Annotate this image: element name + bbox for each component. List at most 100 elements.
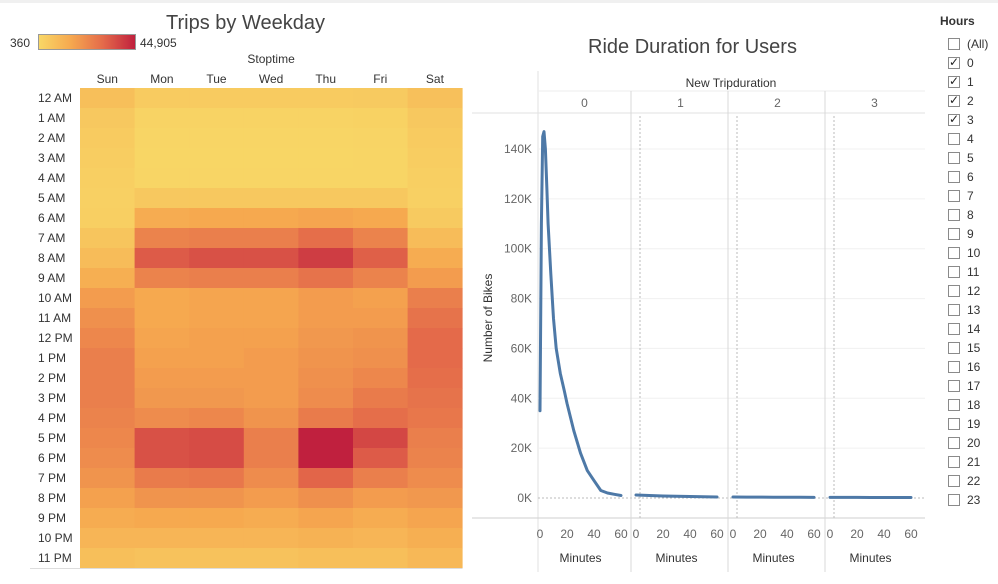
hour-label: 5 AM (38, 191, 65, 205)
checkbox[interactable] (948, 37, 960, 50)
hour-label: 10 AM (38, 291, 72, 305)
checkbox[interactable] (948, 322, 960, 335)
checkbox[interactable] (948, 55, 960, 69)
heatmap-cell (353, 248, 408, 269)
color-legend-bar (38, 34, 136, 50)
hour-label: 10 PM (38, 531, 73, 545)
heatmap-cell (298, 488, 354, 509)
checkbox[interactable] (948, 208, 960, 221)
checkbox[interactable] (948, 265, 960, 278)
hours-option-all[interactable]: (All) (940, 34, 998, 53)
checkbox[interactable] (948, 493, 960, 506)
checkbox[interactable] (948, 455, 960, 468)
heatmap-cell (353, 288, 408, 309)
heatmap-cell (243, 208, 299, 229)
hours-option-label: 13 (967, 302, 981, 317)
hours-option-0[interactable]: 0 (940, 53, 998, 72)
checkbox[interactable] (948, 151, 960, 164)
heatmap-cell (353, 308, 408, 329)
hours-option-12[interactable]: 12 (940, 281, 998, 300)
checkbox[interactable] (948, 170, 960, 183)
heatmap-cell (407, 88, 463, 109)
heatmap-cell (298, 548, 354, 569)
checkbox[interactable] (948, 474, 960, 487)
heatmap-cell (407, 528, 463, 549)
hours-option-20[interactable]: 20 (940, 433, 998, 452)
hours-option-18[interactable]: 18 (940, 395, 998, 414)
checkbox[interactable] (948, 360, 960, 373)
heatmap-cell (134, 428, 190, 449)
hours-option-7[interactable]: 7 (940, 186, 998, 205)
heatmap-cell (134, 248, 190, 269)
hours-option-22[interactable]: 22 (940, 471, 998, 490)
checkbox[interactable] (948, 93, 960, 107)
heatmap-cell (134, 548, 190, 569)
checkbox[interactable] (948, 227, 960, 240)
heatmap-cell (189, 508, 245, 529)
panel-header: 1 (677, 96, 684, 110)
heatmap-cell (243, 268, 299, 289)
heatmap-cell (80, 88, 135, 109)
heatmap-cell (353, 148, 408, 169)
hours-option-label: 22 (967, 473, 981, 488)
heatmap-cell (298, 508, 354, 529)
heatmap-cell (407, 248, 463, 269)
heatmap-cell (407, 228, 463, 249)
hours-option-5[interactable]: 5 (940, 148, 998, 167)
checkbox[interactable] (948, 112, 960, 126)
hours-option-10[interactable]: 10 (940, 243, 998, 262)
checkbox[interactable] (948, 341, 960, 354)
hours-option-19[interactable]: 19 (940, 414, 998, 433)
heatmap-cell (353, 228, 408, 249)
hours-option-8[interactable]: 8 (940, 205, 998, 224)
hours-option-6[interactable]: 6 (940, 167, 998, 186)
hours-option-13[interactable]: 13 (940, 300, 998, 319)
heatmap-cell (243, 348, 299, 369)
x-tick-label: 0 (633, 527, 640, 541)
checkbox[interactable] (948, 379, 960, 392)
panel-header: 3 (871, 96, 878, 110)
heatmap-cell (134, 468, 190, 489)
heatmap-cell (298, 368, 354, 389)
heatmap-cell (243, 488, 299, 509)
heatmap-cell (80, 408, 135, 429)
checkbox[interactable] (948, 436, 960, 449)
heatmap-cell (243, 288, 299, 309)
heatmap-cell (134, 368, 190, 389)
checkbox[interactable] (948, 132, 960, 145)
heatmap-cell (353, 328, 408, 349)
hours-option-23[interactable]: 23 (940, 490, 998, 509)
hours-option-11[interactable]: 11 (940, 262, 998, 281)
checkbox[interactable] (948, 246, 960, 259)
heatmap-cell (189, 328, 245, 349)
hours-option-2[interactable]: 2 (940, 91, 998, 110)
hours-option-16[interactable]: 16 (940, 357, 998, 376)
hours-option-9[interactable]: 9 (940, 224, 998, 243)
checkbox[interactable] (948, 284, 960, 297)
heatmap-cell (407, 388, 463, 409)
y-tick-label: 100K (504, 242, 532, 256)
hours-option-1[interactable]: 1 (940, 72, 998, 91)
heatmap-cell (407, 448, 463, 469)
hours-option-label: 14 (967, 321, 981, 336)
panel-header: 0 (581, 96, 588, 110)
hours-option-15[interactable]: 15 (940, 338, 998, 357)
heatmap-cell (134, 488, 190, 509)
checkbox[interactable] (948, 398, 960, 411)
checkbox[interactable] (948, 189, 960, 202)
hours-option-17[interactable]: 17 (940, 376, 998, 395)
x-tick-label: 40 (780, 527, 794, 541)
heatmap-cell (134, 288, 190, 309)
checkbox[interactable] (948, 303, 960, 316)
heatmap-cell (134, 108, 190, 129)
hours-option-21[interactable]: 21 (940, 452, 998, 471)
hours-option-label: 15 (967, 340, 981, 355)
hours-option-3[interactable]: 3 (940, 110, 998, 129)
hours-filter-title: Hours (940, 14, 975, 28)
hours-option-4[interactable]: 4 (940, 129, 998, 148)
heatmap-cell (407, 288, 463, 309)
x-tick-label: 0 (537, 527, 544, 541)
checkbox[interactable] (948, 417, 960, 430)
hours-option-14[interactable]: 14 (940, 319, 998, 338)
checkbox[interactable] (948, 74, 960, 88)
